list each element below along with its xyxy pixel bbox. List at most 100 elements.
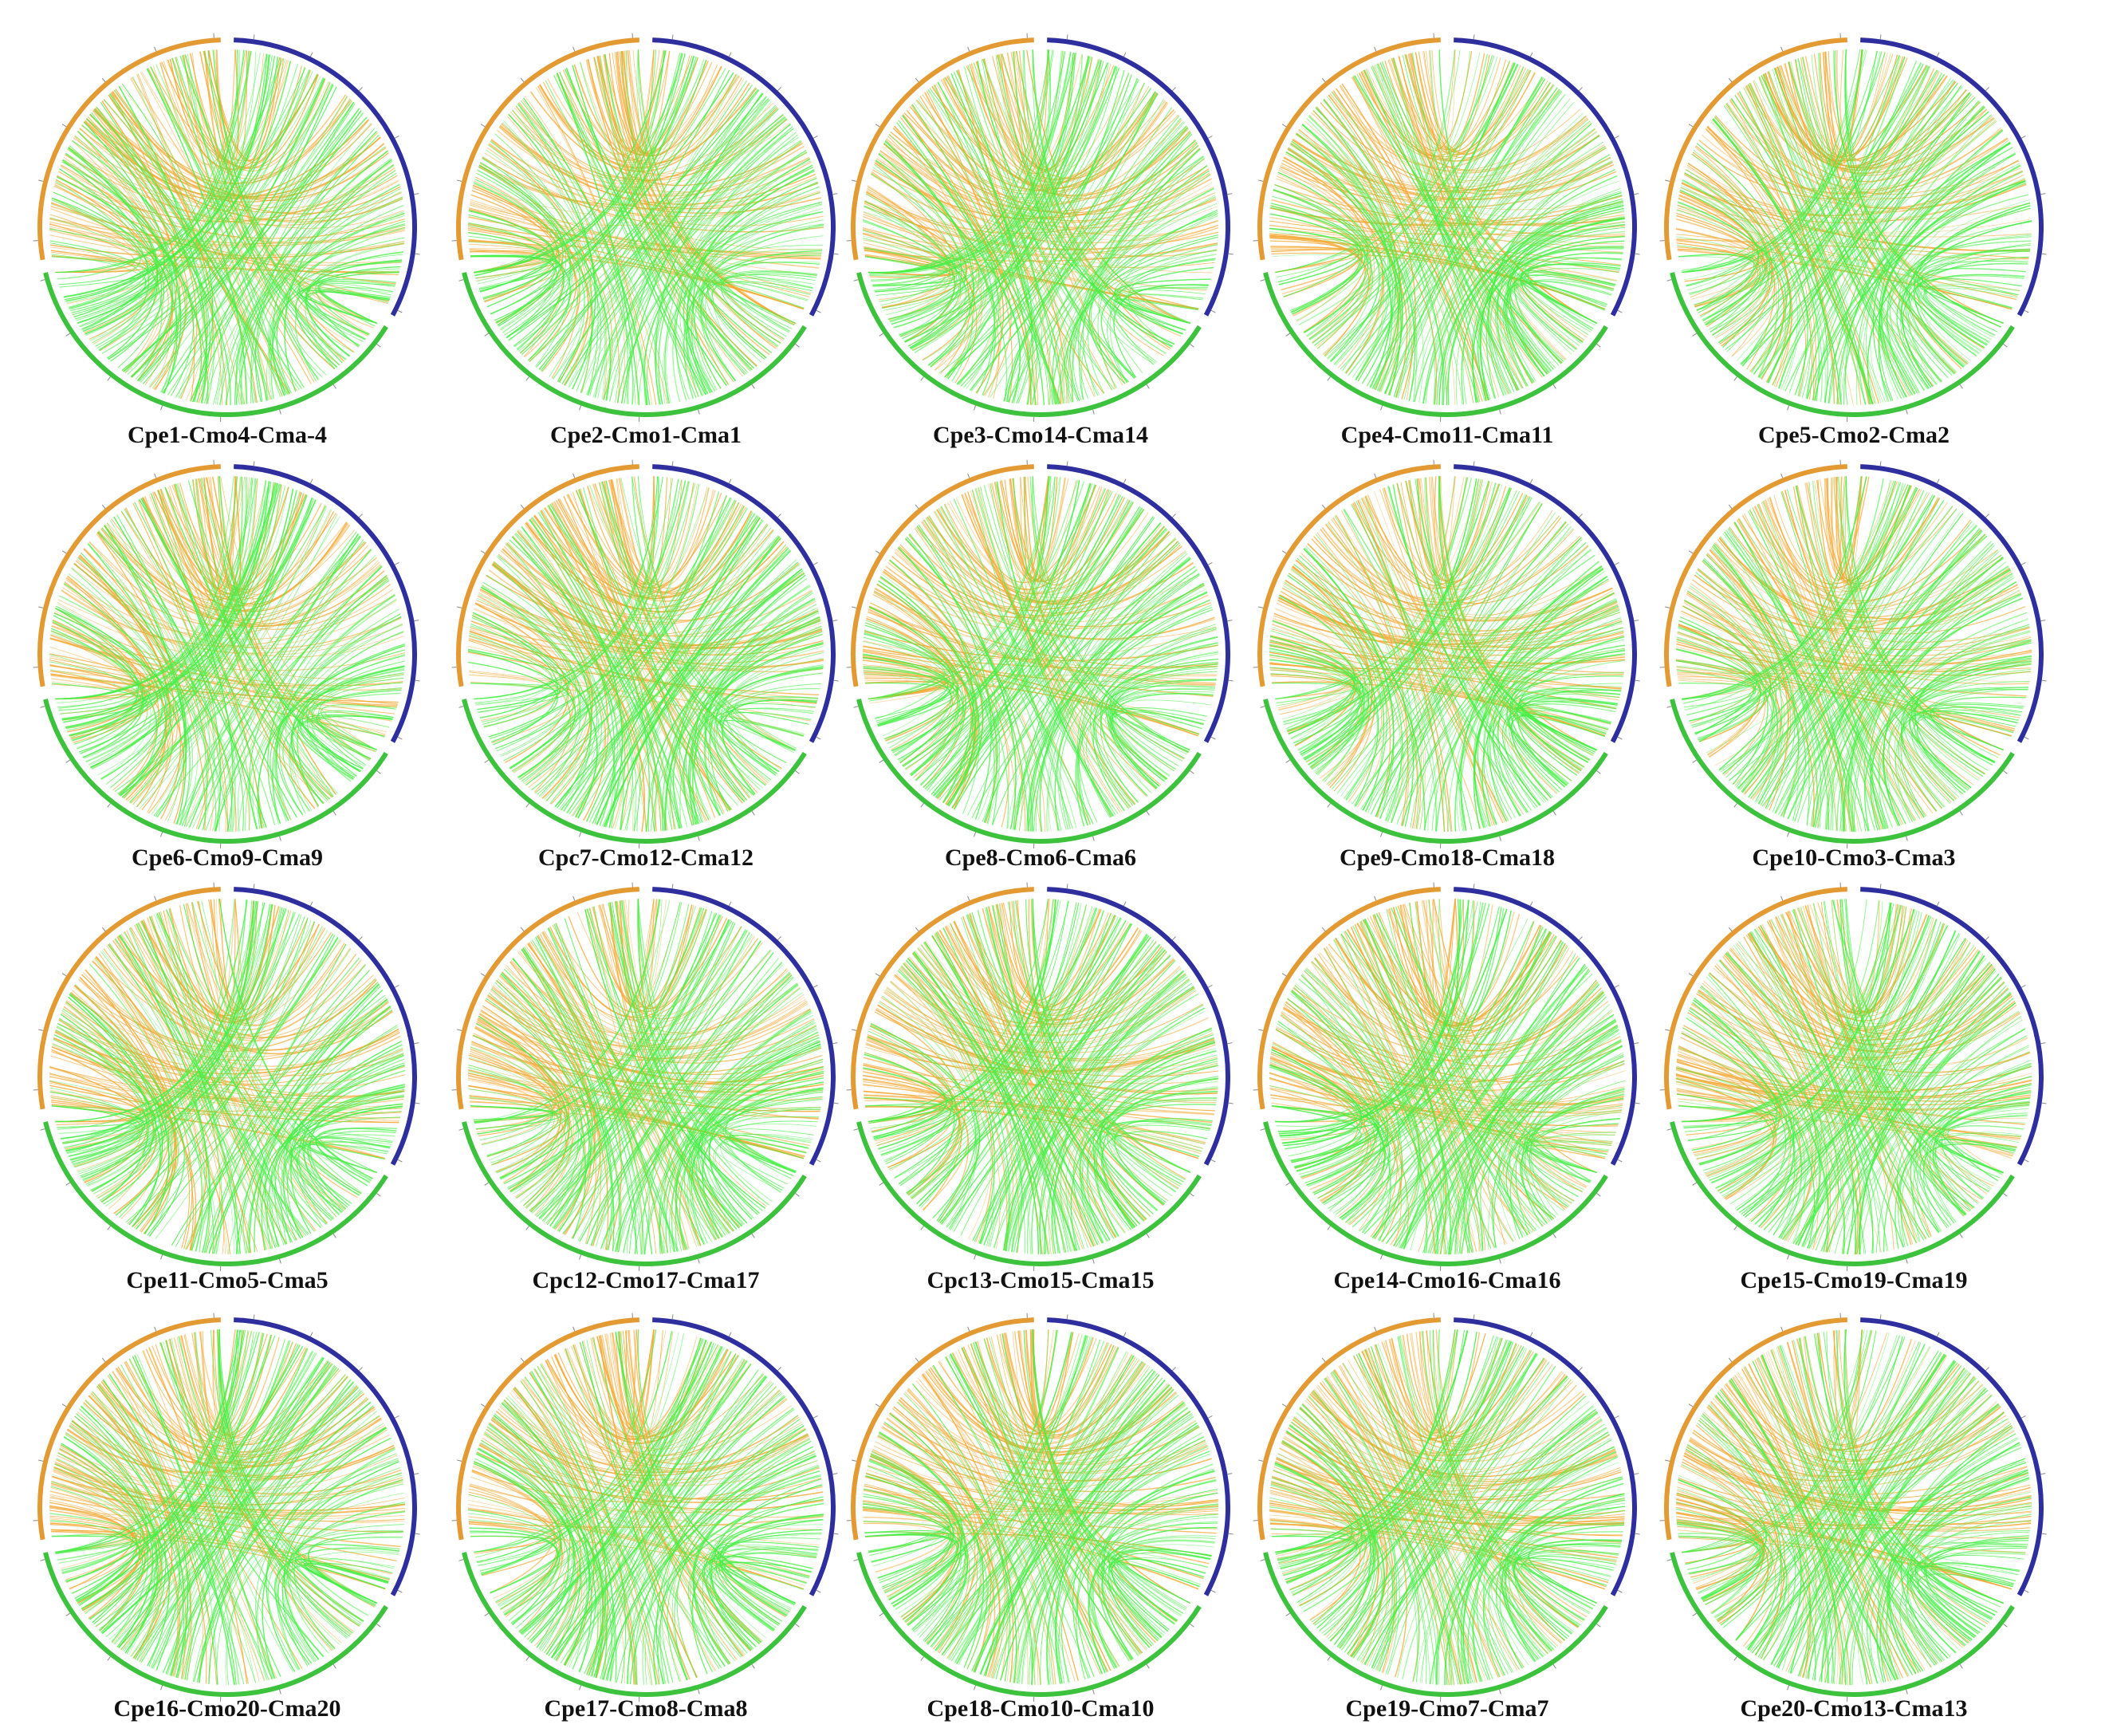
cpe-cma-link [969, 64, 1095, 397]
cma-cpe-link [1371, 66, 1515, 392]
track-tick [414, 1042, 419, 1045]
cmo-cma-link [1778, 86, 1963, 389]
cma-cpe-link [1728, 527, 1867, 832]
track-tick [107, 1226, 111, 1230]
cmo-cma-link [1717, 69, 1938, 343]
cma-cpe-link [1758, 77, 1943, 382]
cmo-cma-link [1519, 279, 1605, 325]
cmo-cma-link [687, 1107, 821, 1246]
cmo-cma-link [1468, 1054, 1624, 1253]
cmo-cma-link [1281, 476, 1455, 720]
track-tick [1210, 736, 1216, 740]
cma-cpe-link [1269, 213, 1372, 341]
cpe-cma-link [923, 942, 1020, 1254]
cmo-cma-link [132, 916, 305, 1227]
track-tick [1227, 1042, 1233, 1045]
cpe-cma-link [50, 673, 149, 739]
track-tick [1596, 770, 1601, 774]
cmo-cma-link [875, 476, 1051, 720]
cma-cpe-link [55, 605, 163, 780]
cmo-cma-link [60, 907, 281, 1140]
track-tick [1321, 927, 1326, 932]
cma-cpe-link [132, 76, 336, 369]
cpe-cmo-link [469, 204, 822, 256]
cma-cpe-link [153, 914, 352, 1204]
cma-chromosome-track [856, 272, 1202, 417]
cmo-cma-link [286, 1131, 396, 1239]
cma-cpe-link [1684, 600, 1773, 790]
cma-cpe-link [1360, 498, 1568, 786]
cma-cpe-link [637, 899, 781, 1193]
track-tick [61, 550, 67, 554]
track-tick [795, 344, 800, 348]
track-tick [1596, 344, 1601, 348]
cma-cpe-link [156, 912, 292, 1243]
cpe-cma-link [1403, 903, 1575, 1202]
track-tick [1123, 901, 1127, 907]
cmo-cma-link [1109, 679, 1217, 782]
cma-cpe-link [175, 57, 343, 364]
cmo-cma-link [1505, 685, 1623, 797]
cma-cpe-link [564, 918, 705, 1245]
cma-cpe-link [1713, 118, 1823, 403]
cmo-cma-link [1006, 155, 1204, 403]
cmo-cma-link [980, 936, 1151, 1245]
cpe-cmo-link [603, 50, 667, 150]
cmo-cma-link [586, 983, 799, 1245]
cma-cpe-link [1272, 683, 1358, 704]
cmo-cma-link [1474, 592, 1615, 829]
cma-cpe-link [55, 608, 139, 742]
cma-cpe-link [878, 153, 1000, 388]
cmo-cma-link [911, 903, 1082, 1200]
cmo-chromosome-track [652, 464, 836, 743]
cmo-cma-link [235, 163, 394, 405]
cpe-cma-link [477, 1018, 570, 1199]
cmo-cma-link [488, 505, 745, 738]
cma-cpe-link [470, 255, 555, 289]
cma-cpe-link [548, 927, 748, 1223]
cmo-cma-link [1076, 585, 1206, 823]
cmo-cma-link [1843, 619, 2028, 832]
cmo-cma-link [1486, 653, 1626, 820]
cmo-cma-link [1077, 569, 1198, 826]
cma-cpe-link [1685, 169, 1812, 398]
cmo-chromosome-track [652, 37, 836, 317]
track-tick [484, 333, 489, 337]
track-tick [1728, 504, 1733, 510]
cpe-cma-link [109, 93, 258, 403]
cma-cpe-link [864, 1053, 955, 1195]
cmo-cma-link [1047, 573, 1199, 832]
cmo-cma-link [80, 911, 294, 1177]
cma-cpe-link [160, 489, 324, 805]
cmo-cma-link [78, 494, 307, 753]
track-tick [40, 279, 45, 281]
cmo-chromosome-track [1047, 887, 1231, 1166]
cmo-cma-link [254, 150, 388, 403]
cmo-cma-link [1296, 928, 1547, 1171]
cma-cpe-link [620, 900, 792, 1179]
cma-cpe-link [479, 162, 612, 401]
cmo-cma-link [55, 477, 248, 700]
cmo-cma-link [486, 899, 663, 1157]
cmo-cma-link [716, 719, 804, 774]
cpe-cmo-link [975, 61, 1112, 172]
cpe-cma-link [205, 477, 336, 795]
cma-cpe-link [1326, 96, 1447, 406]
cpe-cmo-link [1676, 1060, 2032, 1099]
cpe-cma-link [922, 94, 1112, 391]
track-tick [1190, 770, 1194, 774]
cmo-cma-link [1341, 69, 1529, 372]
cma-cpe-link [470, 1046, 578, 1199]
cpe-cma-link [1352, 503, 1452, 832]
cma-cpe-link [469, 1096, 572, 1190]
cma-cpe-link [176, 57, 347, 360]
track-tick [394, 135, 399, 139]
cpe-cma-link [1784, 490, 1938, 812]
circos-panel: Cpe15-Cmo19-Cma19 [1659, 882, 2047, 1293]
cma-cpe-link [923, 942, 1023, 1254]
cmo-cma-link [1079, 628, 1217, 825]
cpe-chromosome-track [851, 37, 1034, 261]
cma-cpe-link [119, 935, 205, 1251]
cmo-cma-link [274, 578, 389, 822]
cmo-cma-link [1005, 125, 1187, 402]
